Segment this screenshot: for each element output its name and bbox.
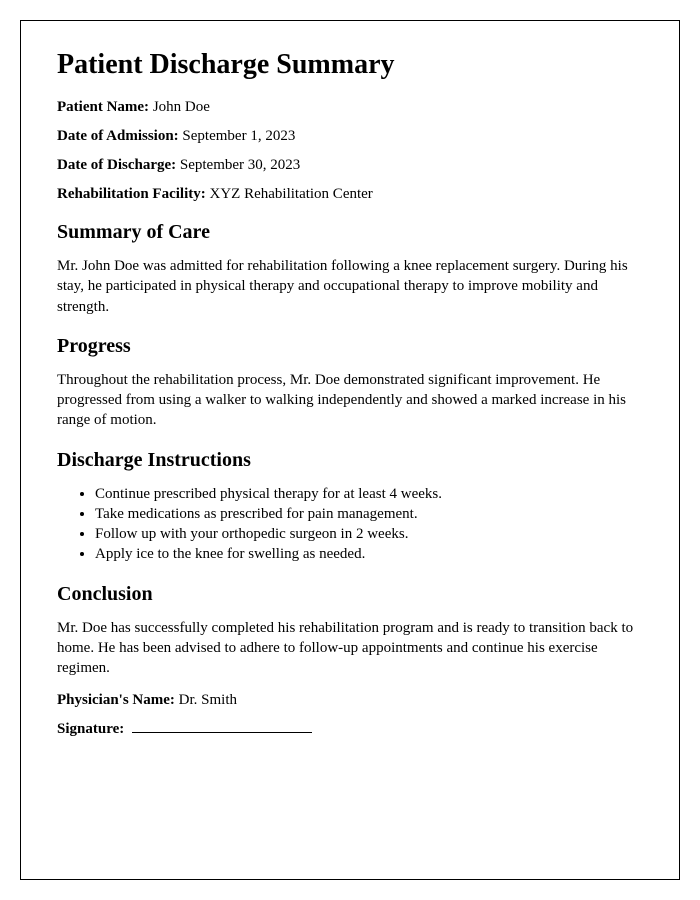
signature-line — [132, 732, 312, 733]
field-patient-name: Patient Name: John Doe — [57, 99, 643, 116]
field-label: Date of Discharge: — [57, 157, 176, 173]
conclusion-text: Mr. Doe has successfully completed his r… — [57, 618, 643, 679]
section-heading-discharge-instructions: Discharge Instructions — [57, 449, 643, 472]
field-physician-name: Physician's Name: Dr. Smith — [57, 692, 643, 709]
field-label: Physician's Name: — [57, 692, 175, 708]
field-admission-date: Date of Admission: September 1, 2023 — [57, 128, 643, 145]
page-title: Patient Discharge Summary — [57, 49, 643, 81]
field-value: John Doe — [153, 99, 210, 115]
field-label: Patient Name: — [57, 99, 149, 115]
section-heading-summary-of-care: Summary of Care — [57, 221, 643, 244]
list-item: Continue prescribed physical therapy for… — [95, 484, 643, 504]
document-page: Patient Discharge Summary Patient Name: … — [20, 20, 680, 880]
summary-of-care-text: Mr. John Doe was admitted for rehabilita… — [57, 256, 643, 317]
section-heading-conclusion: Conclusion — [57, 583, 643, 606]
field-label: Date of Admission: — [57, 128, 179, 144]
section-heading-progress: Progress — [57, 335, 643, 358]
field-label: Rehabilitation Facility: — [57, 186, 206, 202]
list-item: Take medications as prescribed for pain … — [95, 504, 643, 524]
field-discharge-date: Date of Discharge: September 30, 2023 — [57, 157, 643, 174]
discharge-instructions-list: Continue prescribed physical therapy for… — [57, 484, 643, 565]
field-value: September 1, 2023 — [182, 128, 295, 144]
field-signature: Signature: — [57, 721, 643, 738]
field-facility: Rehabilitation Facility: XYZ Rehabilitat… — [57, 186, 643, 203]
progress-text: Throughout the rehabilitation process, M… — [57, 370, 643, 431]
field-value: XYZ Rehabilitation Center — [210, 186, 373, 202]
field-value: Dr. Smith — [179, 692, 237, 708]
list-item: Apply ice to the knee for swelling as ne… — [95, 544, 643, 564]
list-item: Follow up with your orthopedic surgeon i… — [95, 524, 643, 544]
signature-label: Signature: — [57, 721, 124, 737]
field-value: September 30, 2023 — [180, 157, 300, 173]
